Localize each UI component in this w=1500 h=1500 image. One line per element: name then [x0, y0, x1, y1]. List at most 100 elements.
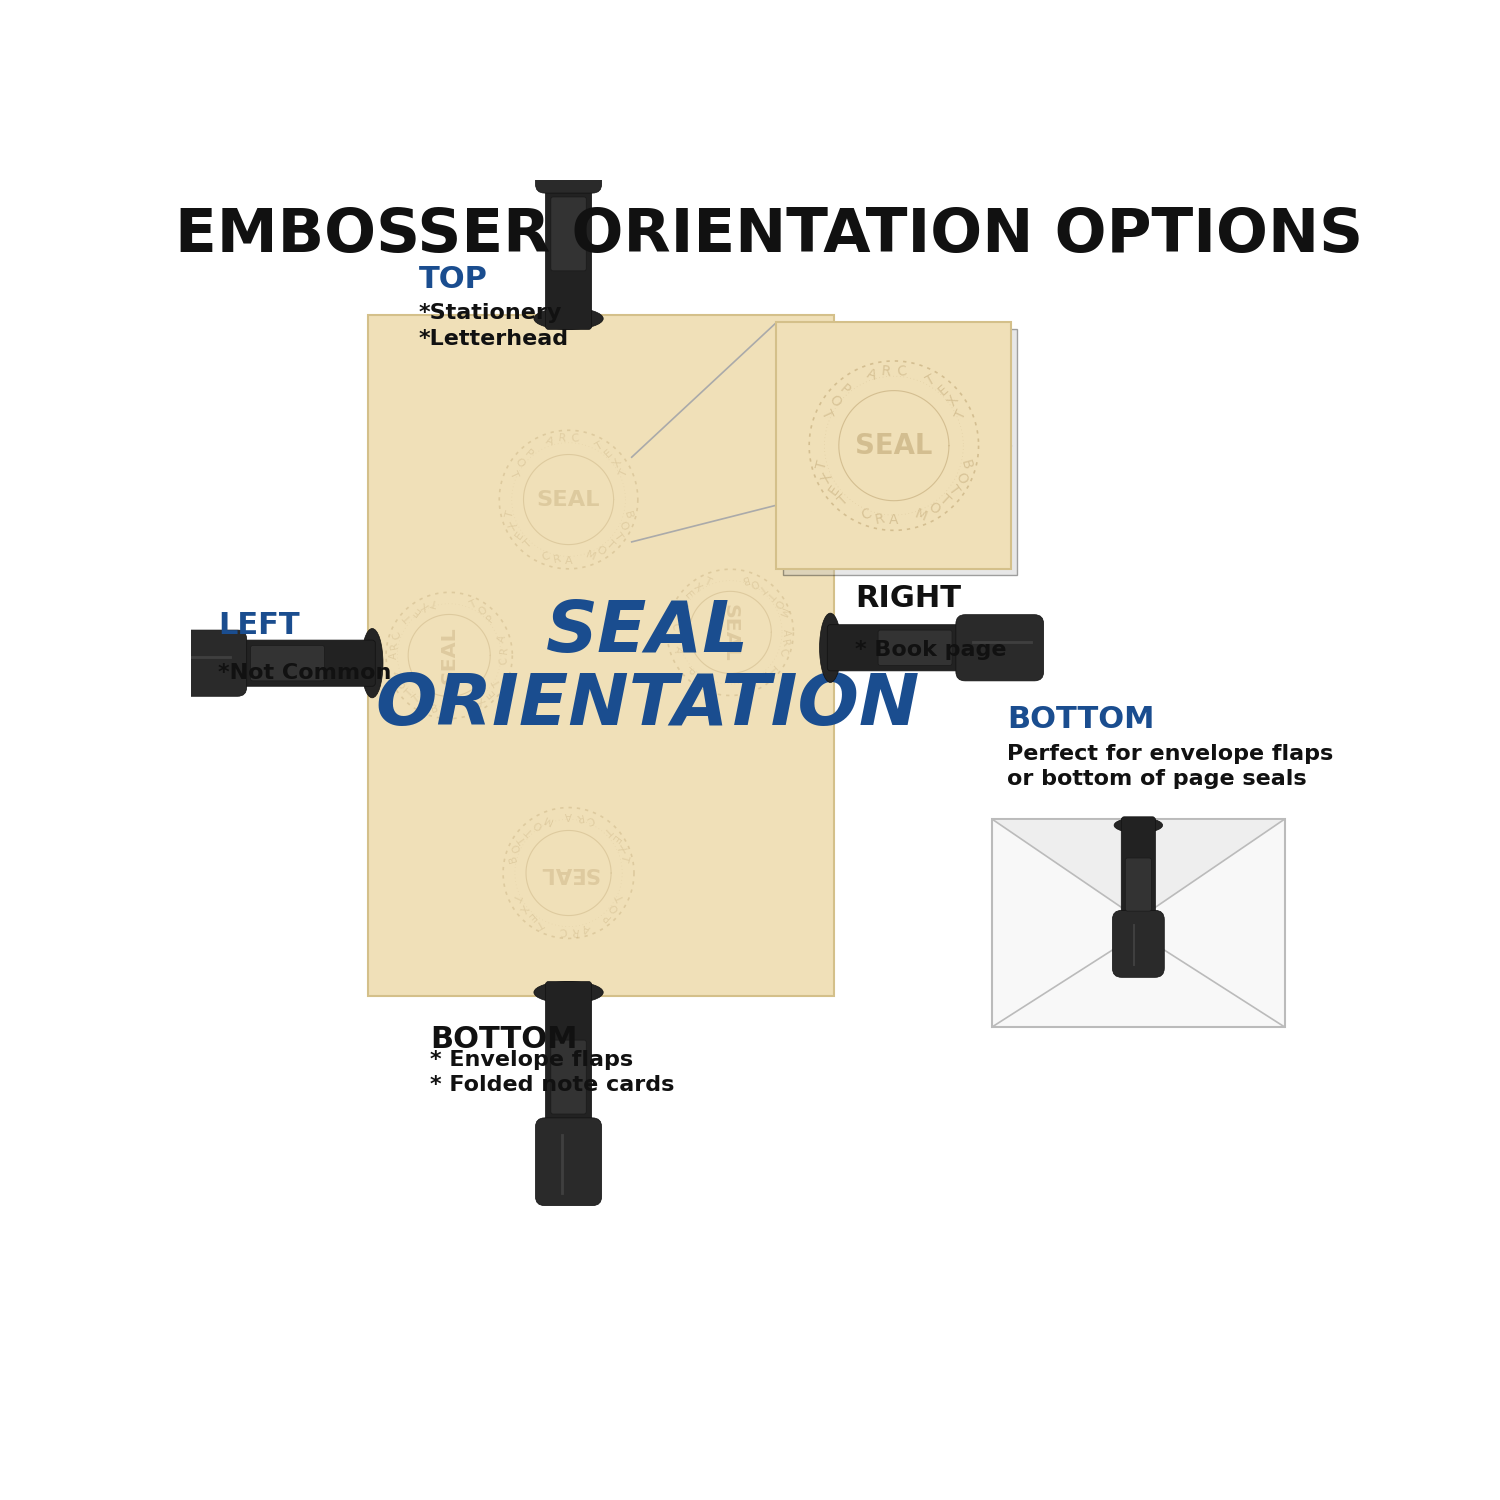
Text: O: O	[825, 393, 843, 410]
Text: T: T	[936, 492, 952, 508]
Text: T: T	[818, 408, 834, 422]
Text: C: C	[570, 433, 579, 444]
Text: X: X	[1161, 839, 1167, 844]
FancyBboxPatch shape	[956, 615, 1044, 681]
FancyBboxPatch shape	[992, 819, 1284, 1028]
Text: SEAL: SEAL	[538, 862, 598, 883]
Text: A: A	[564, 555, 573, 566]
Ellipse shape	[362, 628, 382, 698]
Text: A: A	[388, 652, 399, 658]
Text: O: O	[608, 902, 621, 914]
Text: E: E	[1156, 834, 1162, 840]
Text: M: M	[914, 507, 928, 524]
Text: SEAL: SEAL	[440, 627, 459, 684]
Text: R: R	[780, 639, 790, 646]
Text: R: R	[500, 645, 510, 654]
Text: E: E	[609, 833, 621, 844]
Text: A: A	[496, 633, 508, 644]
Text: E: E	[484, 687, 496, 698]
Text: RIGHT: RIGHT	[855, 584, 962, 614]
Text: SEAL: SEAL	[546, 598, 748, 668]
Text: A: A	[864, 366, 877, 382]
Text: B: B	[621, 510, 633, 520]
Text: T: T	[492, 678, 504, 688]
Text: O: O	[594, 544, 608, 558]
Text: C: C	[776, 648, 788, 658]
Text: P: P	[837, 381, 852, 398]
Text: C: C	[1124, 888, 1130, 896]
Text: O: O	[510, 842, 524, 854]
Text: B: B	[740, 573, 750, 585]
Text: X: X	[507, 520, 520, 531]
Text: C: C	[585, 813, 596, 825]
FancyBboxPatch shape	[536, 105, 602, 194]
Text: E: E	[825, 483, 842, 498]
Text: A: A	[890, 513, 898, 526]
Text: X: X	[516, 902, 528, 914]
Text: R: R	[1132, 827, 1137, 833]
Text: M: M	[392, 670, 404, 681]
FancyBboxPatch shape	[536, 1118, 602, 1206]
Text: T: T	[954, 408, 969, 422]
Text: *Letterhead: *Letterhead	[419, 330, 568, 350]
Text: P: P	[1114, 834, 1120, 840]
Text: O: O	[531, 818, 544, 831]
Text: O: O	[952, 470, 969, 486]
Text: E: E	[603, 447, 615, 460]
Text: O: O	[513, 456, 526, 470]
Text: T: T	[615, 892, 627, 903]
Text: T: T	[1113, 882, 1119, 888]
Text: E: E	[1108, 878, 1116, 884]
Text: SEAL: SEAL	[537, 489, 600, 510]
Text: R: R	[669, 634, 681, 642]
Text: R: R	[880, 364, 891, 380]
Text: EMBOSSER ORIENTATION OPTIONS: EMBOSSER ORIENTATION OPTIONS	[174, 206, 1364, 266]
Text: T: T	[510, 892, 522, 903]
Text: O: O	[926, 500, 942, 517]
Text: SEAL: SEAL	[1122, 855, 1155, 868]
Polygon shape	[992, 819, 1284, 920]
Text: B: B	[430, 704, 439, 716]
FancyBboxPatch shape	[224, 640, 375, 687]
Text: O: O	[419, 699, 430, 712]
Text: T: T	[702, 676, 711, 688]
Text: * Book page: * Book page	[855, 640, 1006, 660]
Text: B: B	[1167, 867, 1173, 873]
Text: T: T	[520, 538, 532, 550]
Text: BOTTOM: BOTTOM	[1008, 705, 1155, 735]
Text: T: T	[602, 825, 613, 837]
Text: * Folded note cards: * Folded note cards	[430, 1074, 675, 1095]
Text: C: C	[558, 926, 567, 936]
Text: M: M	[1148, 888, 1154, 896]
FancyBboxPatch shape	[878, 630, 953, 666]
Ellipse shape	[534, 981, 603, 1004]
Text: C: C	[896, 364, 908, 380]
Ellipse shape	[819, 614, 842, 682]
FancyBboxPatch shape	[546, 177, 591, 330]
Text: R: R	[1130, 891, 1136, 897]
Text: ORIENTATION: ORIENTATION	[375, 670, 920, 740]
Text: T: T	[1158, 882, 1164, 888]
FancyBboxPatch shape	[1125, 858, 1152, 910]
Text: X: X	[748, 676, 759, 688]
Text: C: C	[392, 630, 404, 640]
Text: T: T	[468, 700, 477, 711]
Ellipse shape	[534, 308, 603, 330]
FancyBboxPatch shape	[550, 196, 586, 272]
Text: C: C	[669, 622, 681, 630]
Text: T: T	[402, 687, 414, 699]
Text: Perfect for envelope flaps: Perfect for envelope flaps	[1008, 744, 1334, 764]
Text: C: C	[500, 657, 510, 666]
Text: R: R	[874, 512, 886, 526]
Text: C: C	[542, 550, 552, 562]
Text: R: R	[552, 554, 562, 566]
Text: LEFT: LEFT	[217, 610, 300, 640]
Text: O: O	[690, 670, 703, 684]
Text: T: T	[1166, 844, 1172, 850]
Text: T: T	[618, 853, 630, 862]
Text: E: E	[411, 604, 422, 616]
Text: P: P	[522, 448, 534, 460]
Text: A: A	[782, 628, 790, 636]
Text: O: O	[396, 680, 408, 692]
Text: E: E	[513, 530, 525, 542]
